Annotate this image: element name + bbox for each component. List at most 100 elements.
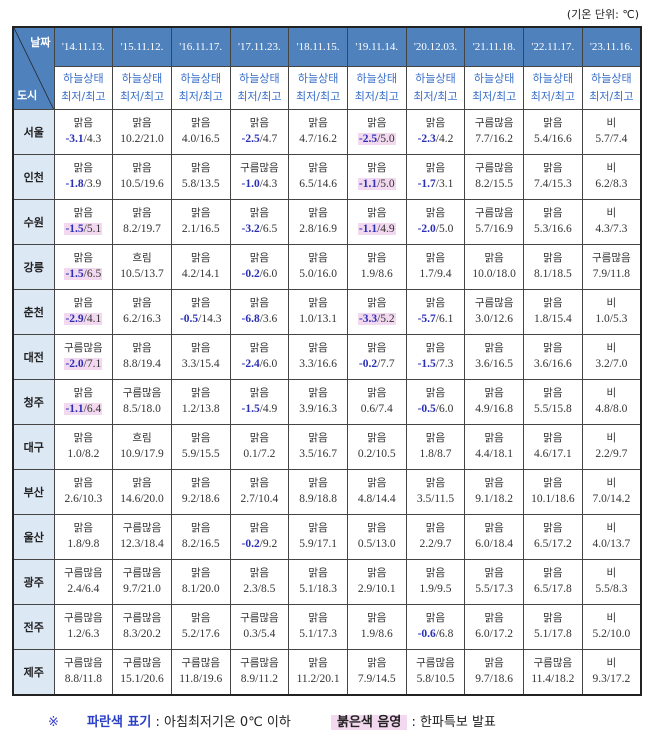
sky-condition: 맑음 (425, 522, 446, 534)
sky-condition: 맑음 (425, 252, 446, 264)
max-temp: 15.4 (199, 358, 220, 370)
city-name: 전주 (12, 604, 55, 650)
temperature: 1.9/8.6 (360, 268, 393, 280)
max-temp: 7.0 (612, 358, 628, 370)
temp-label: 최저/최고 (119, 90, 165, 103)
min-temp: 2.3 (243, 583, 258, 595)
city-name: 청주 (12, 379, 55, 425)
sky-condition: 맑음 (484, 522, 504, 534)
table-row: 서울 맑음 -3.1/4.3 맑음 10.2/21.0 맑음 4.0/16.5 맑음 -2.5/… (12, 109, 642, 155)
min-temp: -0.5 (417, 403, 436, 415)
max-temp: 21.0 (140, 583, 161, 595)
temperature: -2.0/7.1 (64, 358, 103, 370)
weather-cell: 구름많음 8.2/15.5 (464, 154, 524, 200)
weather-cell: 맑음 2.6/10.3 (53, 469, 114, 515)
min-temp: -0.2 (241, 538, 260, 550)
weather-cell: 구름많음 0.3/5.4 (229, 604, 290, 650)
sky-condition: 맑음 (191, 567, 211, 579)
max-temp: 8.7 (437, 448, 452, 460)
temp-label: 최저/최고 (354, 90, 399, 103)
table-row: 청주 맑음 -1.1/6.4 구름많음 8.5/18.0 맑음 1.2/13.8 맑음 -1.5… (12, 379, 642, 425)
city-label: 도시 (17, 90, 38, 102)
min-temp: 8.3 (123, 628, 138, 640)
weather-cell: 맑음 4.2/14.1 (170, 244, 231, 290)
max-temp: 18.6 (492, 673, 513, 685)
sky-condition: 맑음 (367, 387, 387, 399)
city-name: 춘천 (12, 289, 55, 335)
sky-condition: 구름많음 (474, 297, 514, 309)
city-name: 제주 (12, 649, 55, 696)
weather-cell: 맑음 10.2/21.0 (112, 109, 172, 155)
max-temp: 6.0 (438, 403, 454, 415)
weather-cell: 맑음 -1.1/4.9 (346, 199, 407, 245)
sky-condition: 비 (606, 207, 617, 219)
min-temp: 4.3 (595, 223, 610, 235)
min-temp: -2.3 (417, 133, 436, 145)
min-temp: -1.8 (65, 178, 84, 190)
min-temp: 2.4 (67, 583, 82, 595)
sub-header: 하늘상태 최저/최고 (464, 66, 524, 110)
max-temp: 17.3 (492, 583, 513, 595)
sky-condition: 비 (606, 477, 617, 489)
table-row: 부산 맑음 2.6/10.3 맑음 14.6/20.0 맑음 9.2/18.6 맑음 2.7/1… (12, 469, 642, 515)
sky-condition: 구름많음 (122, 387, 162, 399)
weather-cell: 구름많음 5.7/16.9 (464, 199, 524, 245)
max-temp: 18.0 (140, 403, 161, 415)
unit-note: (기온 단위: ℃) (566, 8, 639, 21)
temperature: -2.5/5.0 (357, 133, 396, 145)
temperature: 5.7/16.9 (475, 223, 513, 235)
max-temp: 4.3 (86, 133, 102, 145)
weather-cell: 맑음 2.7/10.4 (229, 469, 290, 515)
weather-cell: 맑음 1.0/8.2 (53, 424, 114, 470)
sky-condition: 맑음 (367, 162, 387, 174)
sub-header: 하늘상태 최저/최고 (581, 66, 642, 110)
sub-header: 하늘상태 최저/최고 (112, 66, 172, 110)
temperature: 4.2/14.1 (181, 268, 220, 280)
temp-label: 최저/최고 (589, 90, 634, 103)
temperature: 3.5/11.5 (416, 493, 455, 505)
sky-condition: 맑음 (367, 297, 387, 309)
sky-condition: 맑음 (484, 477, 504, 489)
temperature: -0.2/7.7 (358, 358, 395, 370)
min-temp: 10.9 (120, 448, 141, 460)
min-temp: 5.1 (299, 628, 314, 640)
temperature: 9.1/18.2 (475, 493, 513, 505)
max-temp: 8.0 (612, 403, 628, 415)
max-temp: 14.1 (199, 268, 220, 280)
temperature: 1.2/6.3 (67, 628, 100, 640)
temperature: 10.2/21.0 (120, 133, 164, 145)
sky-condition: 맑음 (425, 342, 446, 354)
weather-cell: 비 1.0/5.3 (581, 289, 642, 335)
weather-cell: 구름많음 7.9/11.8 (581, 244, 642, 290)
min-temp: 5.1 (299, 583, 314, 595)
min-temp: 2.8 (299, 223, 314, 235)
min-temp: 2.9 (357, 583, 373, 595)
temperature: 5.9/17.1 (299, 538, 337, 550)
temperature: 5.5/15.8 (533, 403, 572, 415)
min-temp: 1.8 (533, 313, 549, 325)
sky-condition: 맑음 (484, 657, 504, 669)
sky-condition: 맑음 (191, 117, 211, 129)
weather-cell: 맑음 10.5/19.6 (112, 154, 172, 200)
weather-cell: 맑음 4.9/16.8 (464, 379, 524, 425)
weather-cell: 맑음 6.0/17.2 (464, 604, 524, 650)
min-temp: -6.8 (241, 313, 260, 325)
min-temp: 4.4 (475, 448, 490, 460)
sky-label: 하늘상태 (356, 72, 398, 85)
sky-condition: 맑음 (249, 297, 270, 309)
date-header: '23.11.16. (581, 26, 642, 67)
date-header: '16.11.17. (170, 26, 231, 67)
weather-cell: 맑음 3.5/16.7 (288, 424, 348, 470)
min-temp: 0.3 (243, 628, 258, 640)
min-temp: -1.7 (417, 178, 436, 190)
temperature: 8.2/15.5 (475, 178, 513, 190)
max-temp: 3.1 (438, 178, 454, 190)
date-header: '14.11.13. (53, 26, 114, 67)
weather-cell: 구름많음 -1.0/4.3 (229, 154, 290, 200)
min-temp: 6.2 (595, 178, 610, 190)
min-temp: 5.7 (595, 133, 610, 145)
temperature: 9.2/18.6 (181, 493, 220, 505)
max-temp: 15.5 (199, 448, 220, 460)
max-temp: 16.0 (316, 268, 337, 280)
weather-cell: 맑음 9.1/18.2 (464, 469, 524, 515)
